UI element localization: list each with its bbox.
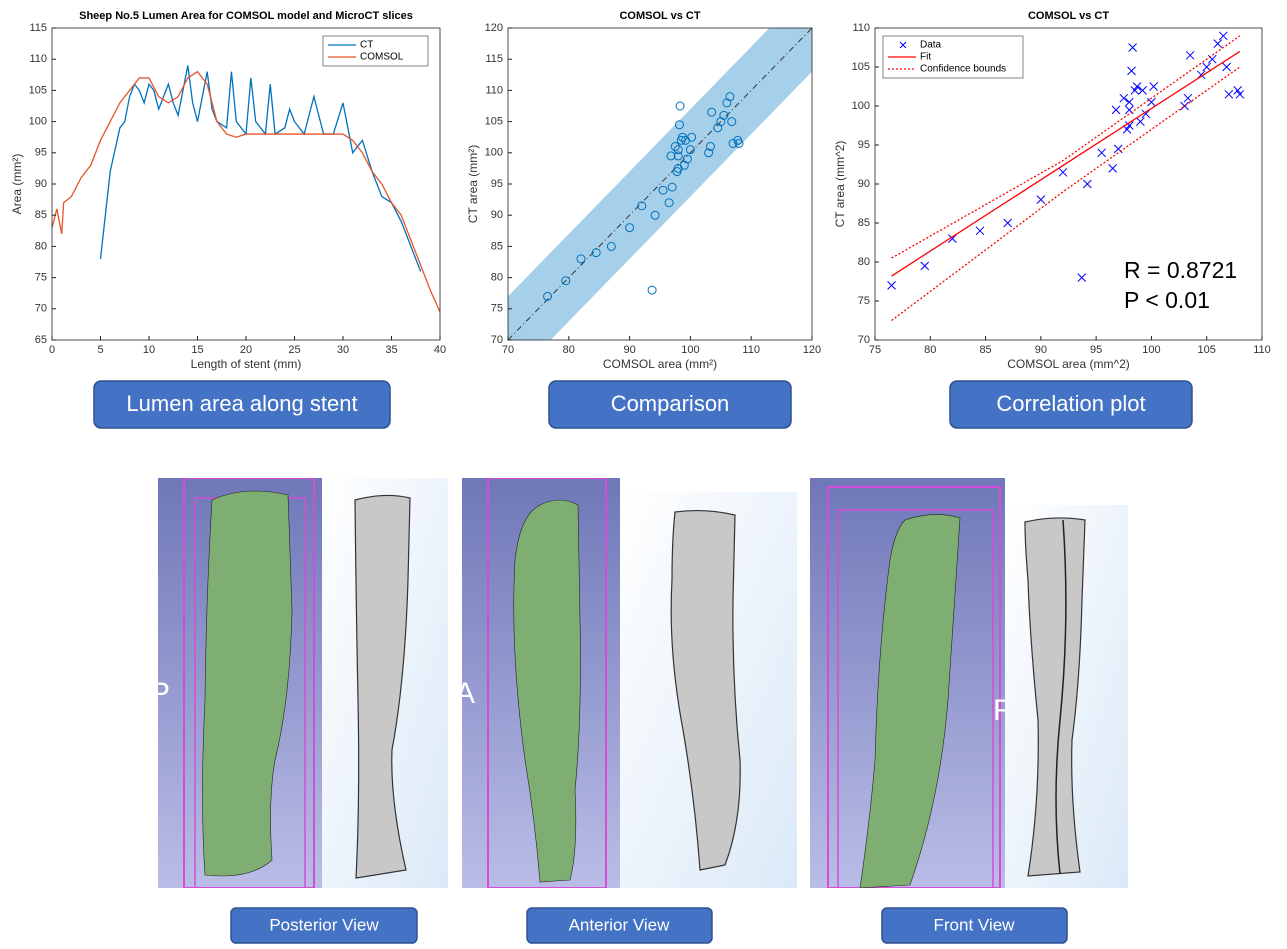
y-tick-label: 70 xyxy=(35,303,47,315)
button-label: Comparison xyxy=(611,391,730,416)
legend-label: COMSOL xyxy=(360,52,404,63)
chart: 7580859095100105110707580859095100105110… xyxy=(833,10,1271,371)
button-label: Correlation plot xyxy=(996,391,1145,416)
x-tick-label: 5 xyxy=(97,344,103,356)
x-tick-label: 40 xyxy=(434,344,446,356)
x-tick-label: 80 xyxy=(563,344,575,356)
y-tick-label: 110 xyxy=(29,53,47,65)
x-tick-label: 30 xyxy=(337,344,349,356)
y-tick-label: 90 xyxy=(858,178,870,190)
chart-title: COMSOL vs CT xyxy=(1028,10,1109,22)
y-tick-label: 65 xyxy=(35,334,47,346)
y-tick-label: 120 xyxy=(485,22,503,34)
x-tick-label: 15 xyxy=(191,344,203,356)
x-tick-label: 90 xyxy=(623,344,635,356)
x-tick-label: 100 xyxy=(1142,344,1160,356)
y-tick-label: 115 xyxy=(485,53,503,65)
chart-title: Sheep No.5 Lumen Area for COMSOL model a… xyxy=(79,10,413,22)
x-tick-label: 90 xyxy=(1035,344,1047,356)
figure: Lumen area along stent Comparison Correl… xyxy=(0,0,1287,944)
y-tick-label: 85 xyxy=(35,209,47,221)
y-axis-label: Area (mm²) xyxy=(10,154,24,215)
x-tick-label: 110 xyxy=(742,344,760,356)
x-tick-label: 35 xyxy=(385,344,397,356)
x-tick-label: 110 xyxy=(1253,344,1271,356)
legend-label: Fit xyxy=(920,52,931,63)
x-axis-label: COMSOL area (mm^2) xyxy=(1007,357,1130,371)
x-tick-label: 75 xyxy=(869,344,881,356)
chart: 0 5 10 15 20 25 30 35 40 65 70 75 80 85 90 95 100 105 110 1… xyxy=(10,10,446,371)
panel-buttons: Lumen area along stent Comparison Correl… xyxy=(94,381,1192,428)
x-tick-label: 10 xyxy=(143,344,155,356)
y-tick-label: 95 xyxy=(491,178,503,190)
button-label: Posterior View xyxy=(269,915,379,934)
button-label: Lumen area along stent xyxy=(126,391,357,416)
y-tick-label: 110 xyxy=(852,22,870,34)
y-tick-label: 75 xyxy=(35,272,47,284)
y-tick-label: 100 xyxy=(485,147,503,159)
chart: 70 80 90 100 110 120 70 75 80 85 90 95 100 105 110 115 1… xyxy=(466,0,821,384)
y-tick-label: 80 xyxy=(35,240,47,252)
legend-label: CT xyxy=(360,40,373,51)
y-axis-label: CT area (mm²) xyxy=(466,145,480,223)
x-tick-label: 85 xyxy=(979,344,991,356)
x-tick-label: 20 xyxy=(240,344,252,356)
y-tick-label: 70 xyxy=(858,334,870,346)
x-axis-label: COMSOL area (mm²) xyxy=(603,357,717,371)
annotation: R = 0.8721 xyxy=(1124,257,1237,283)
y-tick-label: 80 xyxy=(858,256,870,268)
y-tick-label: 95 xyxy=(35,147,47,159)
x-tick-label: 0 xyxy=(49,344,55,356)
y-tick-label: 80 xyxy=(491,272,503,284)
x-tick-label: 95 xyxy=(1090,344,1102,356)
x-tick-label: 70 xyxy=(502,344,514,356)
y-axis-label: CT area (mm^2) xyxy=(833,141,847,228)
view-images: P A R xyxy=(150,478,1128,888)
button-label: Anterior View xyxy=(569,915,671,934)
y-tick-label: 95 xyxy=(858,139,870,151)
y-tick-label: 75 xyxy=(491,303,503,315)
x-tick-label: 80 xyxy=(924,344,936,356)
y-tick-label: 105 xyxy=(485,116,503,128)
x-axis-label: Length of stent (mm) xyxy=(191,357,302,371)
button-label: Front View xyxy=(934,915,1016,934)
legend-label: Confidence bounds xyxy=(920,64,1006,75)
y-tick-label: 105 xyxy=(29,84,47,96)
x-tick-label: 105 xyxy=(1198,344,1216,356)
y-tick-label: 115 xyxy=(29,22,47,34)
view-letter: A xyxy=(455,677,475,710)
x-tick-label: 120 xyxy=(803,344,821,356)
y-tick-label: 105 xyxy=(852,61,870,73)
y-tick-label: 100 xyxy=(852,100,870,112)
chart-title: COMSOL vs CT xyxy=(619,10,700,22)
view-buttons: Posterior View Anterior View Front View xyxy=(231,908,1067,943)
x-tick-label: 25 xyxy=(288,344,300,356)
legend-label: Data xyxy=(920,40,942,51)
view-letter: P xyxy=(150,677,170,710)
y-tick-label: 100 xyxy=(29,116,47,128)
y-tick-label: 85 xyxy=(858,217,870,229)
y-tick-label: 70 xyxy=(491,334,503,346)
y-tick-label: 110 xyxy=(485,84,503,96)
y-tick-label: 90 xyxy=(35,178,47,190)
y-tick-label: 85 xyxy=(491,240,503,252)
y-tick-label: 90 xyxy=(491,209,503,221)
y-tick-label: 75 xyxy=(858,295,870,307)
x-tick-label: 100 xyxy=(681,344,699,356)
annotation: P < 0.01 xyxy=(1124,287,1210,313)
